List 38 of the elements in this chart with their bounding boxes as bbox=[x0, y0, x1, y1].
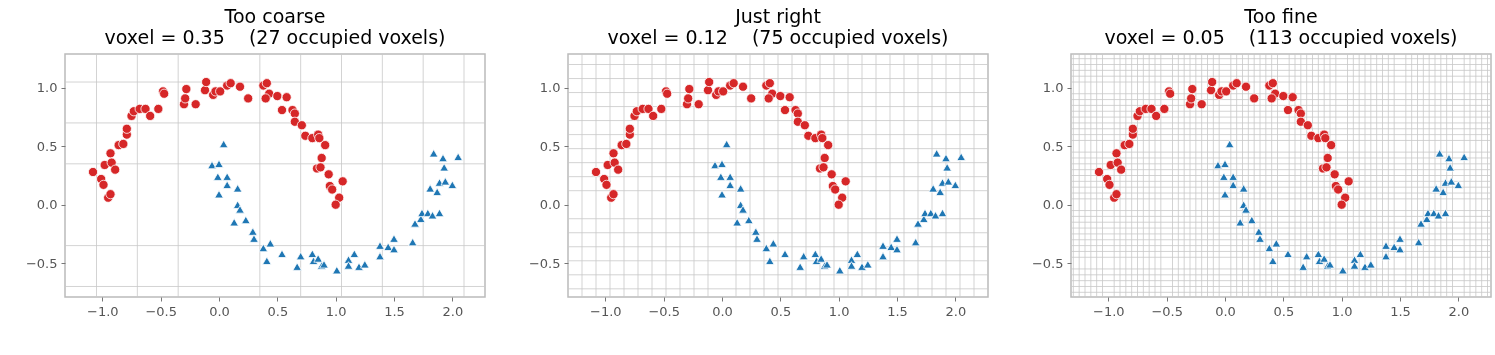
x-tick-label: 0.5 bbox=[267, 303, 289, 319]
x-tick-label: 2.0 bbox=[945, 303, 967, 319]
x-tick-label: −1.0 bbox=[590, 303, 622, 319]
x-tick-label: 0.0 bbox=[209, 303, 230, 319]
y-tick-label: 0.0 bbox=[1042, 197, 1064, 213]
x-tick-label: 0.5 bbox=[770, 303, 792, 319]
x-tick-label: 2.0 bbox=[1448, 303, 1470, 319]
chart-title: Just right bbox=[734, 4, 821, 27]
x-tick-label: 1.0 bbox=[325, 303, 347, 319]
x-tick-label: 1.5 bbox=[887, 303, 908, 319]
y-tick-label: 1.0 bbox=[1042, 80, 1064, 96]
y-tick-label: 1.0 bbox=[539, 80, 561, 96]
chart-subtitle: voxel = 0.35 (27 occupied voxels) bbox=[104, 25, 446, 48]
x-tick-label: 2.0 bbox=[442, 303, 464, 319]
y-tick-label: 0.5 bbox=[36, 138, 58, 154]
x-tick-label: −0.5 bbox=[145, 303, 177, 319]
x-tick-label: 1.0 bbox=[828, 303, 850, 319]
x-tick-label: 0.5 bbox=[1273, 303, 1295, 319]
x-tick-label: 1.0 bbox=[1331, 303, 1353, 319]
x-tick-label: −1.0 bbox=[87, 303, 119, 319]
y-tick-label: 0.0 bbox=[539, 197, 561, 213]
chart-title: Too coarse bbox=[223, 4, 326, 27]
y-tick-label: 1.0 bbox=[36, 80, 58, 96]
x-tick-label: −0.5 bbox=[648, 303, 680, 319]
y-tick-label: −0.5 bbox=[528, 255, 561, 271]
y-tick-label: 0.0 bbox=[36, 197, 58, 213]
chart-title: Too fine bbox=[1243, 4, 1318, 27]
chart-subtitle: voxel = 0.05 (113 occupied voxels) bbox=[1104, 25, 1458, 48]
x-tick-label: 1.5 bbox=[384, 303, 405, 319]
y-tick-label: −0.5 bbox=[1031, 255, 1064, 271]
x-tick-label: 0.0 bbox=[1215, 303, 1236, 319]
y-tick-label: −0.5 bbox=[25, 255, 58, 271]
x-tick-label: −1.0 bbox=[1093, 303, 1125, 319]
y-tick-label: 0.5 bbox=[1042, 138, 1064, 154]
y-tick-label: 0.5 bbox=[539, 138, 561, 154]
x-tick-label: 0.0 bbox=[712, 303, 733, 319]
x-tick-label: 1.5 bbox=[1390, 303, 1411, 319]
x-tick-label: −0.5 bbox=[1151, 303, 1183, 319]
